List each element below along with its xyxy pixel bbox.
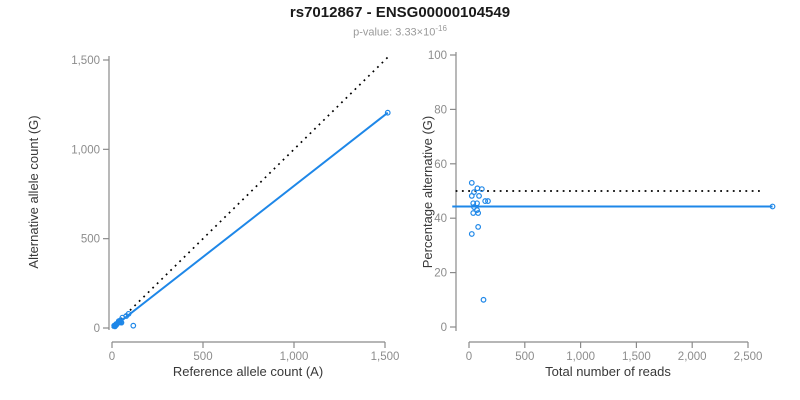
x-tick-label: 0 (466, 351, 472, 363)
x-tick-label: 1,500 (371, 351, 400, 363)
y-tick-label: 100 (428, 50, 447, 62)
data-point (471, 204, 477, 210)
x-tick-label: 2,500 (734, 351, 763, 363)
fit-line (111, 111, 389, 329)
identity-line (111, 56, 389, 329)
x-tick-label: 0 (109, 351, 115, 363)
y-tick-label: 0 (94, 323, 100, 335)
data-point (384, 109, 391, 116)
data-point (112, 323, 118, 330)
y-tick-label: 1,500 (71, 55, 100, 67)
data-point (113, 322, 119, 329)
data-point (475, 210, 482, 216)
data-point (470, 210, 477, 216)
plot-subtitle: p-value: 3.33×10-16 (0, 24, 800, 39)
x-tick-label: 500 (515, 351, 534, 363)
y-tick-label: 60 (434, 159, 447, 171)
data-point (468, 179, 475, 186)
data-point (475, 224, 482, 230)
data-point (470, 200, 477, 207)
data-point (130, 322, 137, 329)
p-value-exponent: -16 (435, 24, 447, 33)
data-point (769, 203, 776, 210)
y-tick-label: 20 (434, 268, 447, 280)
y-tick-label: 0 (441, 322, 447, 334)
x-tick-label: 1,000 (280, 351, 309, 363)
plot-title: rs7012867 - ENSG00000104549 (289, 4, 511, 21)
data-point (468, 192, 475, 199)
data-point (485, 198, 491, 204)
data-point (468, 231, 475, 237)
data-point (474, 200, 480, 207)
y-tick-label: 80 (434, 104, 447, 116)
y-tick-label: 40 (434, 213, 447, 225)
y-tick-label: 1,000 (71, 144, 100, 156)
y-tick-label: 500 (81, 234, 100, 246)
data-point (480, 296, 487, 303)
data-point (478, 186, 485, 192)
data-point (482, 198, 489, 204)
y-axis-label: Percentage alternative (G) (420, 116, 435, 268)
x-axis-label: Total number of reads (545, 364, 671, 379)
data-point (474, 207, 480, 213)
x-tick-label: 1,500 (622, 351, 651, 363)
x-tick-label: 2,000 (678, 351, 707, 363)
data-point (117, 319, 124, 325)
data-point (118, 319, 125, 326)
p-value-text: p-value: 3.33×10 (353, 26, 436, 39)
x-tick-label: 500 (193, 351, 212, 363)
data-point (476, 192, 482, 199)
x-axis-label: Reference allele count (A) (173, 364, 323, 379)
data-point (125, 310, 132, 317)
y-axis-label: Alternative allele count (G) (26, 115, 41, 268)
x-tick-label: 1,000 (566, 351, 595, 363)
